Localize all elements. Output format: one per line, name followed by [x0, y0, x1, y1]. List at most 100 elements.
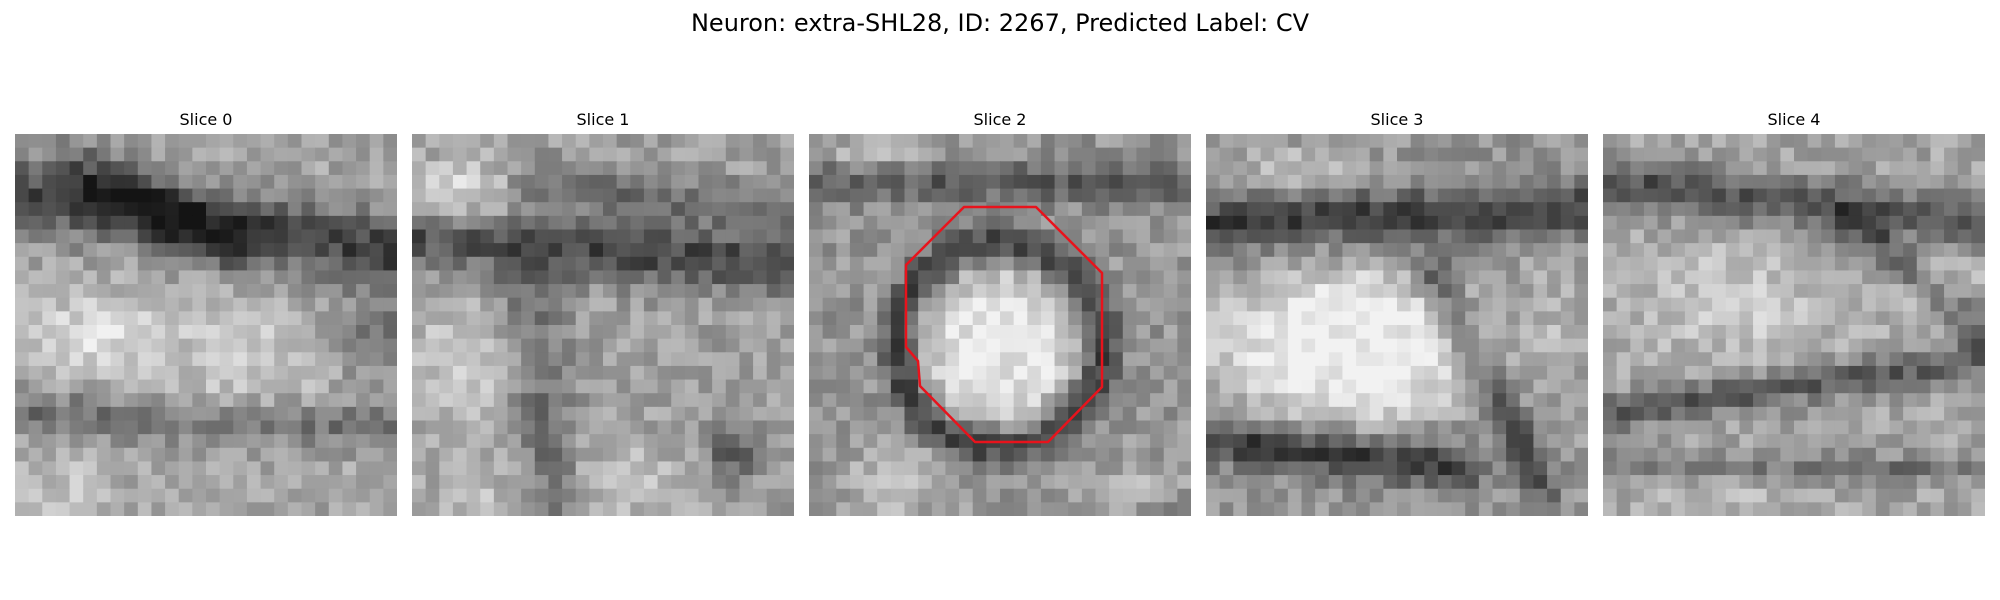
pixel	[1260, 475, 1275, 490]
pixel	[589, 338, 604, 353]
pixel	[137, 229, 153, 244]
pixel	[15, 475, 30, 490]
pixel	[1013, 461, 1028, 476]
pixel	[575, 174, 590, 190]
pixel	[110, 161, 125, 176]
pixel	[1780, 188, 1795, 203]
pixel	[1916, 202, 1932, 217]
pixel	[780, 420, 794, 435]
pixel	[96, 434, 112, 449]
pixel	[342, 365, 357, 381]
pixel	[671, 202, 686, 217]
pixel	[1492, 202, 1507, 217]
pixel	[630, 447, 645, 463]
pixel	[1807, 161, 1822, 176]
pixel	[712, 406, 727, 422]
pixel	[328, 243, 344, 258]
pixel	[1081, 270, 1097, 285]
pixel	[753, 243, 768, 258]
pixel	[1725, 420, 1741, 435]
pixel	[1944, 174, 1959, 190]
pixel	[712, 488, 727, 503]
pixel	[1356, 379, 1371, 394]
pixel	[1492, 502, 1507, 516]
pixel	[1630, 229, 1645, 244]
pixel	[1547, 297, 1562, 312]
pixel	[1356, 461, 1371, 476]
pixel	[1506, 352, 1521, 367]
pixel	[1000, 243, 1015, 258]
pixel	[1492, 311, 1507, 326]
pixel	[1698, 297, 1713, 312]
pixel	[137, 284, 153, 299]
pixel	[83, 502, 98, 516]
slice-panel-0: Slice 0	[15, 108, 397, 516]
pixel	[1794, 256, 1809, 272]
pixel	[1219, 502, 1234, 516]
pixel	[178, 447, 193, 463]
pixel	[1410, 161, 1425, 176]
pixel	[439, 297, 454, 312]
pixel	[753, 420, 768, 435]
pixel	[1206, 311, 1221, 326]
pixel	[1260, 297, 1275, 312]
pixel	[1560, 406, 1575, 422]
pixel	[1821, 215, 1836, 231]
pixel	[698, 447, 713, 463]
pixel	[1219, 215, 1234, 231]
pixel	[589, 174, 604, 190]
pixel	[809, 284, 824, 299]
pixel	[1875, 174, 1891, 190]
pixel	[1219, 393, 1234, 408]
pixel	[1013, 379, 1028, 394]
pixel	[206, 365, 221, 381]
pixel	[342, 488, 357, 503]
pixel	[1424, 434, 1439, 449]
pixel	[1657, 420, 1672, 435]
pixel	[877, 311, 892, 326]
pixel	[1630, 311, 1645, 326]
pixel	[124, 311, 139, 326]
pixel	[1424, 447, 1439, 463]
pixel	[1287, 461, 1303, 476]
cell-outline	[904, 205, 1104, 444]
pixel	[1177, 475, 1191, 490]
pixel	[1971, 188, 1985, 203]
pixel	[1574, 215, 1588, 231]
pixel	[698, 188, 713, 203]
pixel	[165, 243, 180, 258]
pixel	[369, 502, 384, 516]
pixel	[548, 202, 563, 217]
pixel	[206, 243, 221, 258]
pixel	[1834, 147, 1850, 162]
pixel	[1451, 393, 1466, 408]
pixel	[1383, 202, 1398, 217]
pixel	[863, 229, 878, 244]
pixel	[165, 352, 180, 367]
pixel	[493, 215, 509, 231]
pixel-grid	[1603, 134, 1985, 516]
pixel	[1081, 134, 1097, 149]
pixel	[342, 134, 357, 149]
pixel	[466, 243, 481, 258]
pixel	[698, 284, 713, 299]
pixel	[780, 297, 794, 312]
pixel	[287, 406, 303, 422]
pixel	[1903, 215, 1918, 231]
pixel	[725, 475, 741, 490]
pixel	[1163, 284, 1178, 299]
pixel	[383, 188, 397, 203]
pixel	[1684, 420, 1700, 435]
pixel	[1451, 161, 1466, 176]
pixel	[1095, 488, 1110, 503]
pixel	[836, 311, 851, 326]
pixel	[287, 447, 303, 463]
pixel	[1328, 297, 1344, 312]
pixel	[1603, 379, 1618, 394]
pixel	[1177, 134, 1191, 149]
pixel	[1383, 461, 1398, 476]
pixel	[1054, 379, 1069, 394]
pixel	[1219, 447, 1234, 463]
pixel	[1889, 461, 1904, 476]
pixel	[1150, 202, 1165, 217]
